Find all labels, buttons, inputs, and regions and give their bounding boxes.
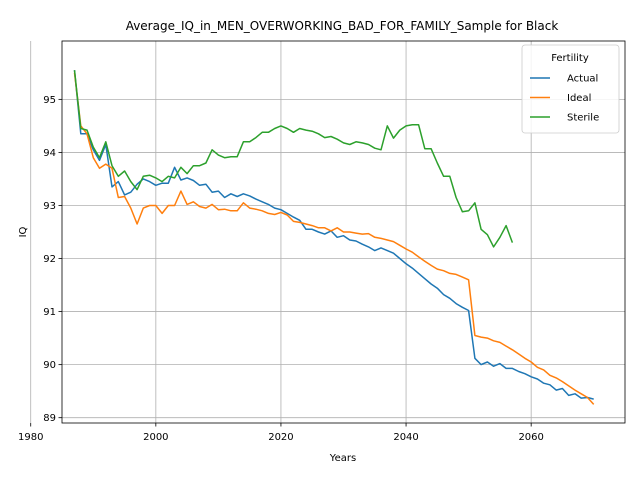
legend-title: Fertility <box>551 53 589 64</box>
grid-lines <box>30 41 625 423</box>
y-tick-label: 94 <box>43 148 56 159</box>
series-line-actual <box>73 70 594 400</box>
y-tick-label: 93 <box>43 201 56 212</box>
y-axis-label: IQ <box>18 226 29 237</box>
x-tick-label: 2020 <box>268 432 293 443</box>
x-tick-label: 2000 <box>143 432 168 443</box>
chart-title: Average_IQ_in_MEN_OVERWORKING_BAD_FOR_FA… <box>126 19 559 33</box>
y-tick-label: 90 <box>43 360 56 371</box>
x-tick-label: 2060 <box>518 432 543 443</box>
plot-frame <box>61 40 626 424</box>
legend-box <box>521 44 620 134</box>
x-tick-label: 1980 <box>18 432 43 443</box>
series-lines <box>73 70 595 405</box>
legend-label-ideal: Ideal <box>567 93 591 104</box>
y-axis-ticks: 89 90 91 92 93 94 95 <box>43 95 62 424</box>
y-tick-label: 89 <box>43 413 56 424</box>
series-line-ideal <box>73 72 595 405</box>
x-axis-label: Years <box>329 453 356 464</box>
y-tick-label: 91 <box>43 307 56 318</box>
legend-label-actual: Actual <box>567 74 598 85</box>
legend-label-sterile: Sterile <box>567 113 599 124</box>
legend: Fertility Actual Ideal Sterile <box>521 44 620 134</box>
x-axis-ticks: 1980 2000 2020 2040 2060 <box>18 423 544 443</box>
y-tick-label: 95 <box>43 95 56 106</box>
series-line-sterile <box>73 70 514 248</box>
y-tick-label: 92 <box>43 254 56 265</box>
x-tick-label: 2040 <box>393 432 418 443</box>
